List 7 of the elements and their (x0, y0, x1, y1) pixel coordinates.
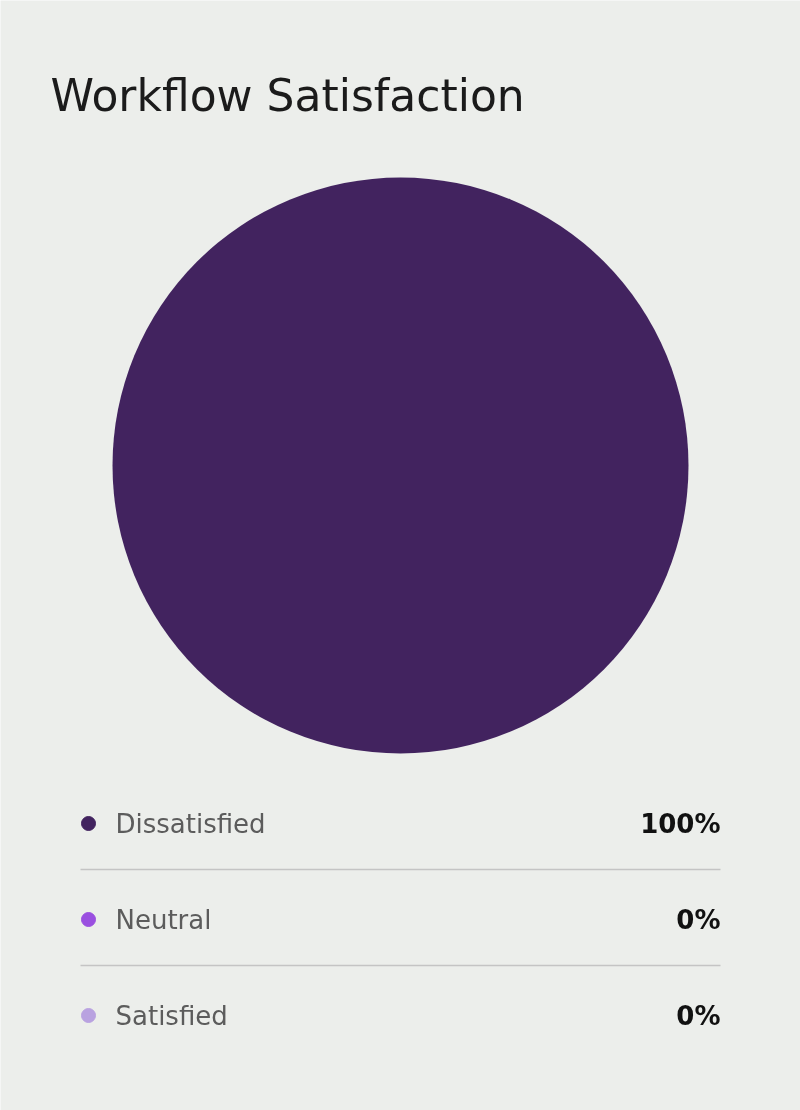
text: 0% (676, 1000, 721, 1031)
legend-label: Satisfied (115, 1000, 228, 1031)
data-label: 100% (640, 808, 721, 839)
legend-label: Dissatisfied (115, 808, 266, 839)
legend-label: Neutral (115, 904, 212, 935)
text: 0% (676, 904, 721, 935)
chart-title: Workflow Satisfaction (50, 70, 525, 121)
